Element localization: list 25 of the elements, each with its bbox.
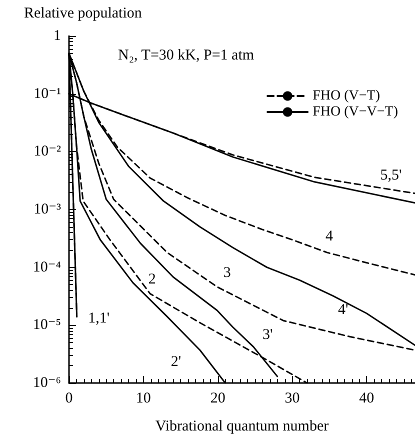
legend-label: FHO (V−T) bbox=[312, 88, 380, 104]
x-axis-title: Vibrational quantum number bbox=[155, 418, 329, 434]
y-tick-label: 10⁻⁵ bbox=[32, 317, 61, 334]
annotation: 4 bbox=[325, 228, 334, 245]
x-tick-label: 20 bbox=[210, 390, 226, 406]
legend-label: FHO (V−V−T) bbox=[312, 104, 398, 120]
annotation: 2' bbox=[170, 354, 182, 370]
y-axis-title: Relative population bbox=[24, 6, 142, 22]
annotation: 4' bbox=[338, 302, 349, 318]
annotation: 3 bbox=[223, 264, 231, 281]
annotation: 1,1' bbox=[88, 310, 110, 327]
y-tick-label: 10⁻¹ bbox=[34, 86, 61, 102]
x-tick-label: 40 bbox=[359, 390, 374, 406]
y-tick-label: 10⁻⁴ bbox=[32, 259, 61, 276]
annotation: 3' bbox=[262, 326, 273, 343]
annotation: 5,5' bbox=[380, 167, 402, 184]
y-tick-label: 10⁻⁶ bbox=[32, 375, 61, 391]
annotation: N₂, T=30 kK, P=1 atm bbox=[118, 48, 254, 64]
y-tick-label: 10⁻² bbox=[34, 144, 62, 160]
x-tick-label: 0 bbox=[65, 390, 73, 406]
x-tick-label: 10 bbox=[136, 390, 151, 406]
x-tick-label: 30 bbox=[284, 390, 300, 406]
y-tick-label: 10⁻³ bbox=[34, 202, 62, 218]
annotation: 2 bbox=[148, 272, 156, 288]
y-tick-label: 1 bbox=[54, 28, 61, 44]
